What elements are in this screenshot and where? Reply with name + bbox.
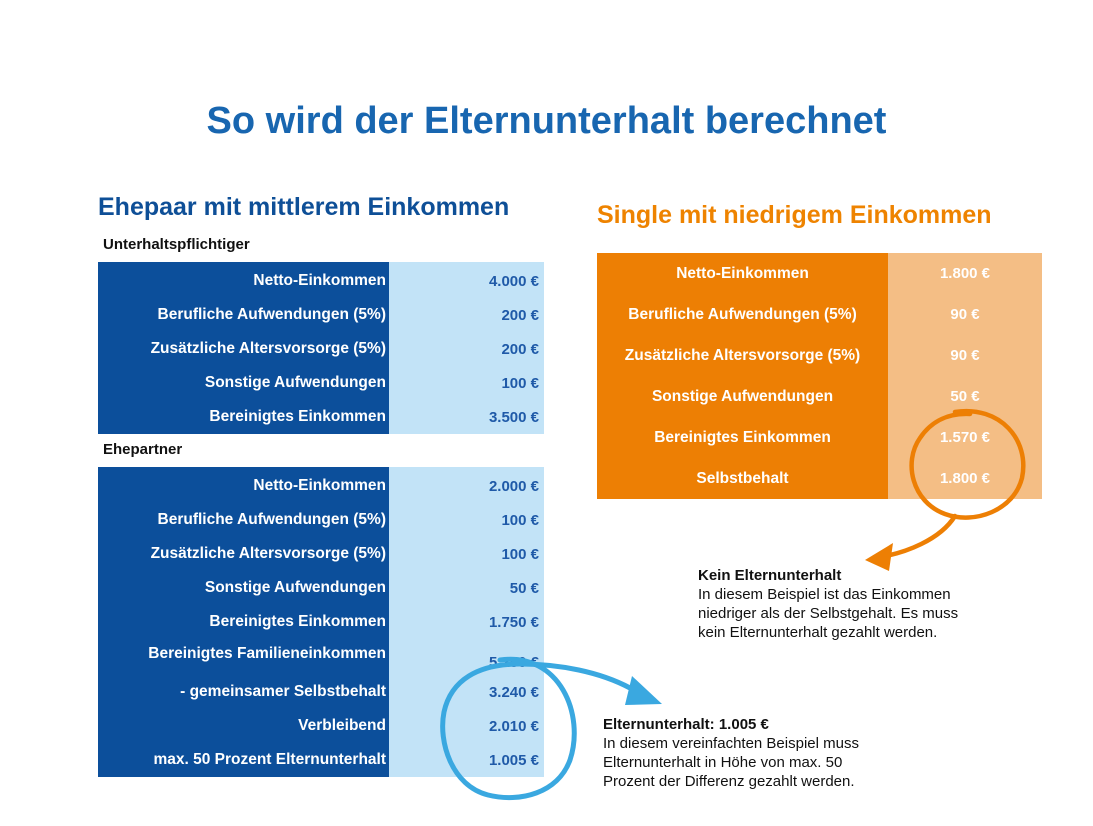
row-value: 1.800 €	[888, 458, 1042, 499]
table-row: Verbleibend 2.010 €	[98, 709, 544, 743]
single-heading: Single mit niedrigem Einkommen	[597, 201, 992, 229]
table-row: Bereinigtes Familieneinkommen 5.250 €	[98, 639, 544, 675]
row-value: 1.750 €	[389, 605, 544, 639]
row-label: Berufliche Aufwendungen (5%)	[98, 298, 389, 332]
row-value: 3.500 €	[389, 400, 544, 434]
row-label: Netto-Einkommen	[98, 262, 389, 298]
table-row: Bereinigtes Einkommen 1.570 €	[597, 417, 1042, 458]
row-value: 90 €	[888, 335, 1042, 376]
table-row: Sonstige Aufwendungen 50 €	[597, 376, 1042, 417]
couple-heading: Ehepaar mit mittlerem Einkommen	[98, 193, 510, 221]
single-note: Kein Elternunterhalt In diesem Beispiel …	[698, 566, 958, 642]
row-label: max. 50 Prozent Elternunterhalt	[98, 743, 389, 777]
table-row: Sonstige Aufwendungen 50 €	[98, 571, 544, 605]
row-value: 5.250 €	[389, 639, 544, 675]
spouse-label: Ehepartner	[103, 441, 183, 458]
single-note-line: kein Elternunterhalt gezahlt werden.	[698, 624, 938, 641]
single-table: Netto-Einkommen 1.800 € Berufliche Aufwe…	[597, 253, 1042, 499]
table-row: Berufliche Aufwendungen (5%) 200 €	[98, 298, 544, 332]
row-label: Bereinigtes Einkommen	[597, 417, 888, 458]
obligor-label: Unterhaltspflichtiger	[103, 236, 250, 253]
row-label: Netto-Einkommen	[597, 253, 888, 294]
row-value: 200 €	[389, 332, 544, 366]
row-value: 100 €	[389, 537, 544, 571]
row-label: Selbstbehalt	[597, 458, 888, 499]
row-value: 200 €	[389, 298, 544, 332]
row-value: 3.240 €	[389, 675, 544, 709]
orange-arrow	[877, 513, 958, 560]
row-label: Sonstige Aufwendungen	[98, 366, 389, 400]
row-value: 2.000 €	[389, 467, 544, 503]
table-row: - gemeinsamer Selbstbehalt 3.240 €	[98, 675, 544, 709]
row-label: Bereinigtes Familieneinkommen	[98, 639, 389, 675]
row-value: 100 €	[389, 366, 544, 400]
row-value: 50 €	[888, 376, 1042, 417]
couple-note-title: Elternunterhalt: 1.005 €	[603, 716, 769, 733]
blue-arrowhead-icon	[625, 676, 662, 705]
couple-note-line: Prozent der Differenz gezahlt werden.	[603, 773, 855, 790]
row-label: Verbleibend	[98, 709, 389, 743]
row-label: Berufliche Aufwendungen (5%)	[597, 294, 888, 335]
table-row: Selbstbehalt 1.800 €	[597, 458, 1042, 499]
row-value: 90 €	[888, 294, 1042, 335]
table-row: Sonstige Aufwendungen 100 €	[98, 366, 544, 400]
table-row: Netto-Einkommen 2.000 €	[98, 467, 544, 503]
obligor-table: Netto-Einkommen 4.000 € Berufliche Aufwe…	[98, 262, 544, 434]
table-row: Zusätzliche Altersvorsorge (5%) 200 €	[98, 332, 544, 366]
single-note-line: In diesem Beispiel ist das Einkommen	[698, 586, 951, 603]
spouse-table: Netto-Einkommen 2.000 € Berufliche Aufwe…	[98, 467, 544, 777]
row-label: - gemeinsamer Selbstbehalt	[98, 675, 389, 709]
row-value: 4.000 €	[389, 262, 544, 298]
row-label: Sonstige Aufwendungen	[597, 376, 888, 417]
row-value: 1.800 €	[888, 253, 1042, 294]
table-row: Bereinigtes Einkommen 1.750 €	[98, 605, 544, 639]
table-row: Berufliche Aufwendungen (5%) 90 €	[597, 294, 1042, 335]
row-label: Zusätzliche Altersvorsorge (5%)	[98, 537, 389, 571]
row-label: Zusätzliche Altersvorsorge (5%)	[597, 335, 888, 376]
row-label: Berufliche Aufwendungen (5%)	[98, 503, 389, 537]
table-row: Netto-Einkommen 1.800 €	[597, 253, 1042, 294]
single-note-title: Kein Elternunterhalt	[698, 567, 842, 584]
row-value: 1.570 €	[888, 417, 1042, 458]
row-value: 2.010 €	[389, 709, 544, 743]
table-row: max. 50 Prozent Elternunterhalt 1.005 €	[98, 743, 544, 777]
table-row: Netto-Einkommen 4.000 €	[98, 262, 544, 298]
row-value: 100 €	[389, 503, 544, 537]
couple-note-line: In diesem vereinfachten Beispiel muss	[603, 735, 859, 752]
table-row: Zusätzliche Altersvorsorge (5%) 100 €	[98, 537, 544, 571]
table-row: Bereinigtes Einkommen 3.500 €	[98, 400, 544, 434]
row-label: Zusätzliche Altersvorsorge (5%)	[98, 332, 389, 366]
couple-note-line: Elternunterhalt in Höhe von max. 50	[603, 754, 843, 771]
couple-note: Elternunterhalt: 1.005 € In diesem verei…	[603, 715, 859, 791]
table-row: Berufliche Aufwendungen (5%) 100 €	[98, 503, 544, 537]
row-label: Netto-Einkommen	[98, 467, 389, 503]
row-label: Sonstige Aufwendungen	[98, 571, 389, 605]
table-row: Zusätzliche Altersvorsorge (5%) 90 €	[597, 335, 1042, 376]
page-title: So wird der Elternunterhalt berechnet	[206, 100, 887, 142]
row-label: Bereinigtes Einkommen	[98, 400, 389, 434]
row-value: 1.005 €	[389, 743, 544, 777]
single-note-line: niedriger als der Selbstgehalt. Es muss	[698, 605, 959, 622]
row-value: 50 €	[389, 571, 544, 605]
row-label: Bereinigtes Einkommen	[98, 605, 389, 639]
